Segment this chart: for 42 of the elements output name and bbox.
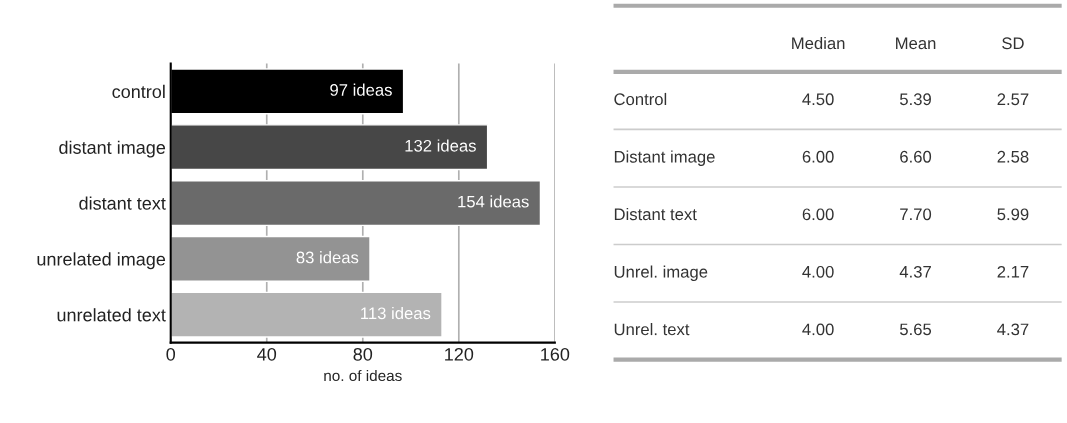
y-tick-label: unrelated text <box>57 308 166 322</box>
x-tick-label: 0 <box>166 347 176 361</box>
text: 4.37 <box>899 265 931 278</box>
y-tick-label: distant text <box>79 196 166 210</box>
text: 4.37 <box>997 323 1029 336</box>
y-tick-label: distant image <box>59 140 166 158</box>
text: 7.70 <box>900 208 932 221</box>
category-label: Unrel. image <box>614 265 708 282</box>
text: 2.58 <box>997 150 1029 163</box>
data-label: 113 ideas <box>361 306 431 320</box>
y-tick-label: unrelated image <box>37 252 166 270</box>
text: 4.00 <box>802 323 834 336</box>
category-label: Control <box>614 92 667 106</box>
bar <box>170 235 371 282</box>
text: 5.39 <box>899 93 931 106</box>
text: 5.65 <box>899 323 932 336</box>
bar <box>170 124 489 171</box>
bar <box>170 180 542 227</box>
text: 6.00 <box>802 150 834 163</box>
x-axis-title: no. of ideas <box>324 369 402 382</box>
text: 2.57 <box>997 93 1029 106</box>
text: 2.17 <box>997 265 1029 278</box>
category-label: Median <box>792 36 845 50</box>
text: 5.99 <box>997 208 1029 221</box>
x-tick-label: 80 <box>353 347 373 361</box>
text: 6.60 <box>900 150 932 163</box>
y-tick-label: control <box>112 84 165 99</box>
data-label: 97 ideas <box>330 83 392 96</box>
category-label: Mean <box>896 37 936 50</box>
x-tick-label: 120 <box>445 347 474 361</box>
text: 6.00 <box>802 208 834 221</box>
category-label: SD <box>1002 37 1024 50</box>
x-tick-label: 40 <box>257 347 277 361</box>
data-label: 83 ideas <box>296 251 359 264</box>
data-label: 154 ideas <box>458 195 529 208</box>
x-tick-label: 160 <box>541 347 570 361</box>
category-label: Unrel. text <box>614 323 690 336</box>
text: 4.50 <box>802 93 834 106</box>
category-label: Distant text <box>614 207 697 221</box>
category-label: Distant image <box>614 150 715 166</box>
data-label: 132 ideas <box>405 139 476 152</box>
text: 4.00 <box>802 265 834 278</box>
